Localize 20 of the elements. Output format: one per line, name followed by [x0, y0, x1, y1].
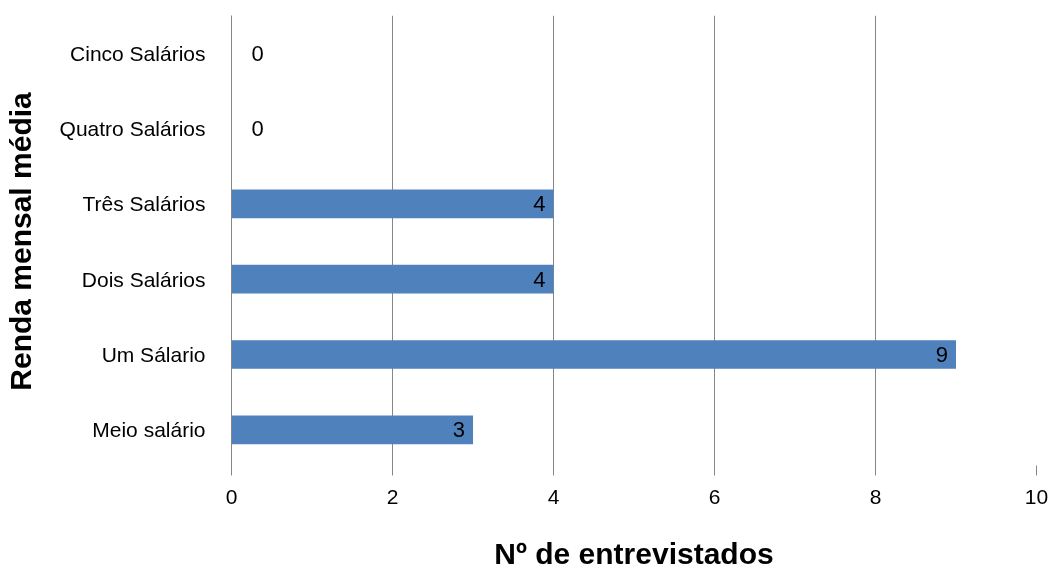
y-axis-title: Renda mensal média — [3, 91, 37, 391]
y-tick-label: Um Sálario — [101, 343, 206, 366]
x-tick-label: 4 — [547, 484, 560, 508]
x-tick-label: 8 — [869, 484, 882, 508]
data-label: 0 — [251, 40, 264, 66]
y-tick-label: Cinco Salários — [70, 41, 206, 65]
y-tick-label: Meio salário — [92, 418, 206, 442]
y-tick-label: Três Salários — [82, 192, 206, 216]
data-label: 4 — [533, 266, 546, 292]
data-label: 3 — [452, 417, 466, 443]
x-tick-label: 10 — [1024, 484, 1049, 508]
x-tick-label: 0 — [225, 484, 238, 508]
y-tick-label: Quatro Salários — [59, 117, 206, 140]
y-tick-label: Dois Salários — [81, 267, 206, 291]
x-axis-title: Nº de entrevistados — [494, 536, 774, 570]
x-tick-label: 2 — [386, 484, 399, 508]
data-label: 4 — [533, 191, 546, 217]
data-label: 0 — [251, 116, 264, 141]
x-tick-label: 6 — [708, 484, 721, 508]
data-label: 9 — [935, 342, 949, 367]
